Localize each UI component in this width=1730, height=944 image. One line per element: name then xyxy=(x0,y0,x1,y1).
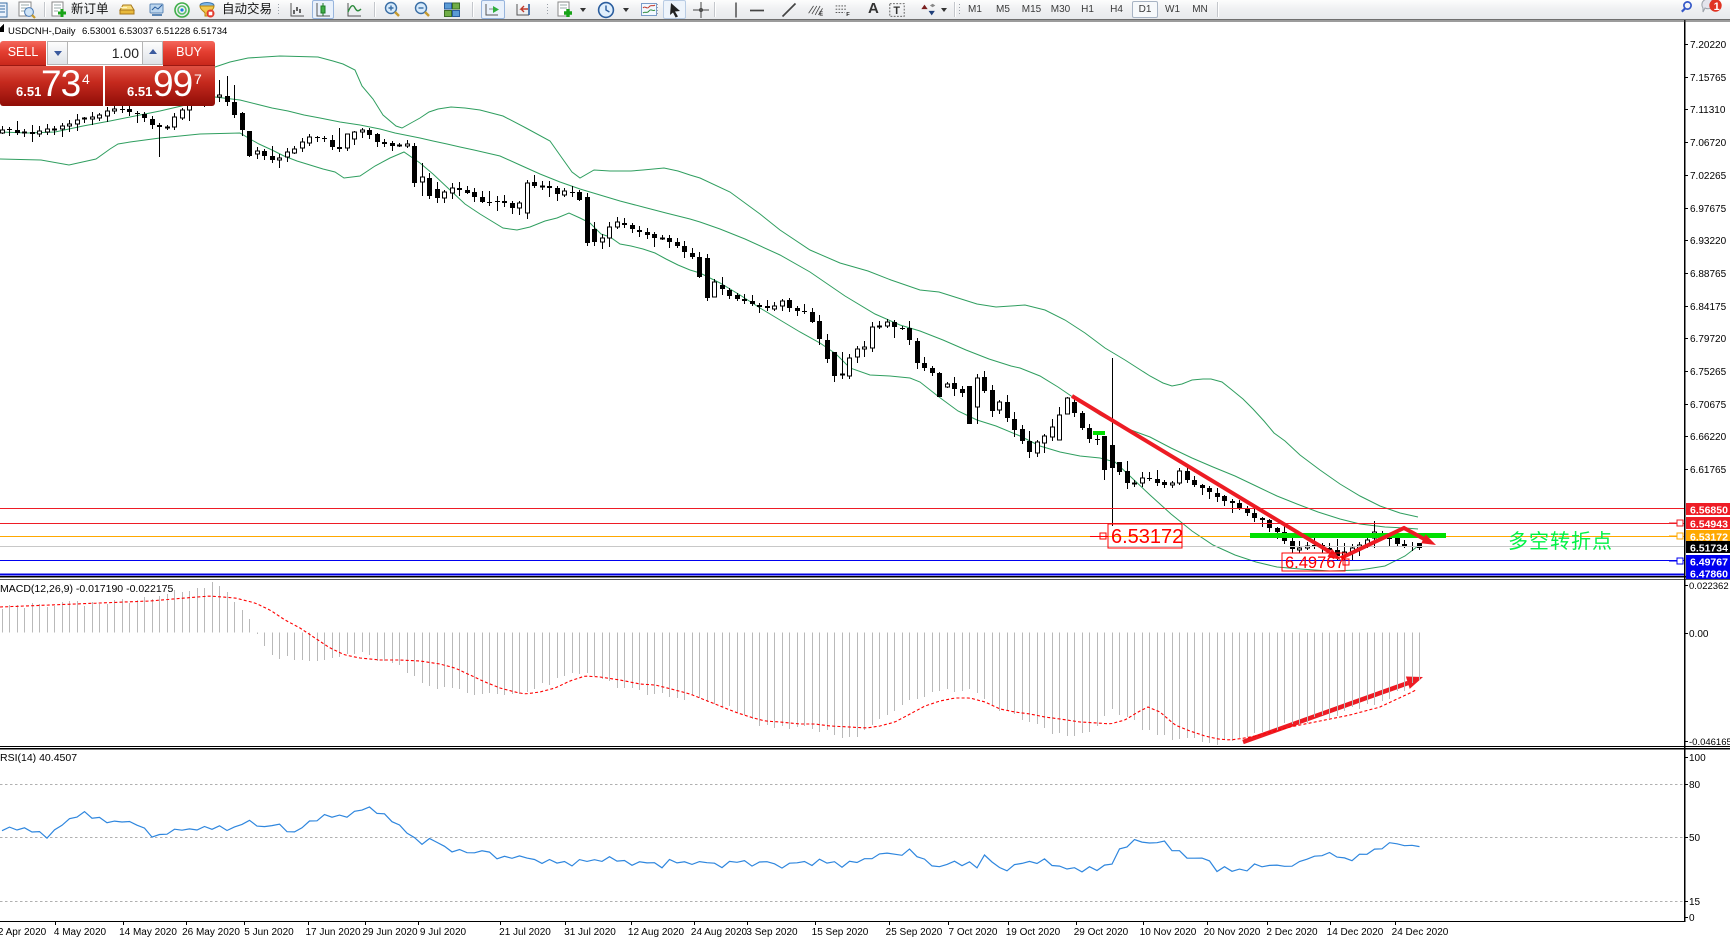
svg-text:19 Oct 2020: 19 Oct 2020 xyxy=(1006,927,1061,938)
svg-text:5 Jun 2020: 5 Jun 2020 xyxy=(244,927,294,938)
svg-text:29 Oct 2020: 29 Oct 2020 xyxy=(1074,927,1129,938)
svg-text:15: 15 xyxy=(1689,897,1701,908)
svg-text:4 May 2020: 4 May 2020 xyxy=(54,927,107,938)
svg-text:50: 50 xyxy=(1689,833,1701,844)
svg-text:RSI(14) 40.4507: RSI(14) 40.4507 xyxy=(0,752,77,764)
svg-text:10 Nov 2020: 10 Nov 2020 xyxy=(1140,927,1197,938)
svg-text:F: F xyxy=(846,12,850,18)
svg-text:7 Oct 2020: 7 Oct 2020 xyxy=(949,927,998,938)
svg-text:USDCNH-,Daily: USDCNH-,Daily xyxy=(8,26,76,37)
svg-text:7.20220: 7.20220 xyxy=(1690,40,1727,51)
svg-text:T: T xyxy=(893,5,900,17)
svg-text:6.53001 6.53037 6.51228 6.5173: 6.53001 6.53037 6.51228 6.51734 xyxy=(82,26,227,37)
svg-text:6.54943: 6.54943 xyxy=(1690,519,1728,531)
svg-text:6.56850: 6.56850 xyxy=(1690,505,1728,517)
svg-text:7.11310: 7.11310 xyxy=(1690,105,1726,116)
svg-text:29 Jun 2020: 29 Jun 2020 xyxy=(362,927,417,938)
svg-text:6.79720: 6.79720 xyxy=(1690,334,1727,345)
svg-text:24 Aug 2020: 24 Aug 2020 xyxy=(691,927,748,938)
svg-text:6.51734: 6.51734 xyxy=(1690,543,1728,555)
svg-text:15 Sep 2020: 15 Sep 2020 xyxy=(812,927,869,938)
svg-text:-0.046165: -0.046165 xyxy=(1689,737,1730,748)
svg-text:14 Dec 2020: 14 Dec 2020 xyxy=(1327,927,1384,938)
svg-text:MACD(12,26,9) -0.017190 -0.022: MACD(12,26,9) -0.017190 -0.022175 xyxy=(0,583,174,595)
svg-text:3 Sep 2020: 3 Sep 2020 xyxy=(746,927,798,938)
svg-text:7.15765: 7.15765 xyxy=(1690,73,1727,84)
svg-text:24 Dec 2020: 24 Dec 2020 xyxy=(1392,927,1449,938)
svg-text:6.75265: 6.75265 xyxy=(1690,367,1727,378)
svg-text:6.93220: 6.93220 xyxy=(1690,236,1727,247)
svg-text:21 Jul 2020: 21 Jul 2020 xyxy=(499,927,551,938)
svg-text:6.49767: 6.49767 xyxy=(1690,557,1728,569)
svg-text:100: 100 xyxy=(1689,753,1706,764)
svg-text:6.70675: 6.70675 xyxy=(1690,400,1727,411)
svg-text:0.022362: 0.022362 xyxy=(1689,581,1729,592)
svg-text:17 Jun 2020: 17 Jun 2020 xyxy=(305,927,360,938)
svg-text:6.97675: 6.97675 xyxy=(1690,204,1727,215)
svg-text:80: 80 xyxy=(1689,780,1701,791)
svg-text:20 Nov 2020: 20 Nov 2020 xyxy=(1204,927,1261,938)
svg-text:E: E xyxy=(819,12,823,18)
svg-text:0: 0 xyxy=(1689,913,1695,924)
svg-text:2 Apr 2020: 2 Apr 2020 xyxy=(0,927,47,938)
svg-text:6.84175: 6.84175 xyxy=(1690,302,1727,313)
svg-text:6.47860: 6.47860 xyxy=(1690,569,1728,581)
svg-text:6.53172: 6.53172 xyxy=(1111,526,1183,548)
svg-text:12 Aug 2020: 12 Aug 2020 xyxy=(628,927,685,938)
svg-text:1: 1 xyxy=(1714,1,1720,13)
svg-text:26 May 2020: 26 May 2020 xyxy=(182,927,240,938)
svg-text:25 Sep 2020: 25 Sep 2020 xyxy=(886,927,943,938)
svg-text:6.66220: 6.66220 xyxy=(1690,432,1727,443)
svg-text:2 Dec 2020: 2 Dec 2020 xyxy=(1266,927,1318,938)
svg-text:6.88765: 6.88765 xyxy=(1690,269,1727,280)
svg-text:6.61765: 6.61765 xyxy=(1690,465,1727,476)
svg-text:0.00: 0.00 xyxy=(1689,629,1709,640)
svg-text:7.06720: 7.06720 xyxy=(1690,138,1727,149)
svg-text:31 Jul 2020: 31 Jul 2020 xyxy=(564,927,616,938)
svg-text:6.49767: 6.49767 xyxy=(1285,554,1345,572)
svg-text:9 Jul 2020: 9 Jul 2020 xyxy=(420,927,467,938)
svg-text:6.53172: 6.53172 xyxy=(1690,532,1728,544)
svg-text:多空转折点: 多空转折点 xyxy=(1508,530,1613,553)
svg-text:14 May 2020: 14 May 2020 xyxy=(119,927,177,938)
svg-text:7.02265: 7.02265 xyxy=(1690,171,1727,182)
